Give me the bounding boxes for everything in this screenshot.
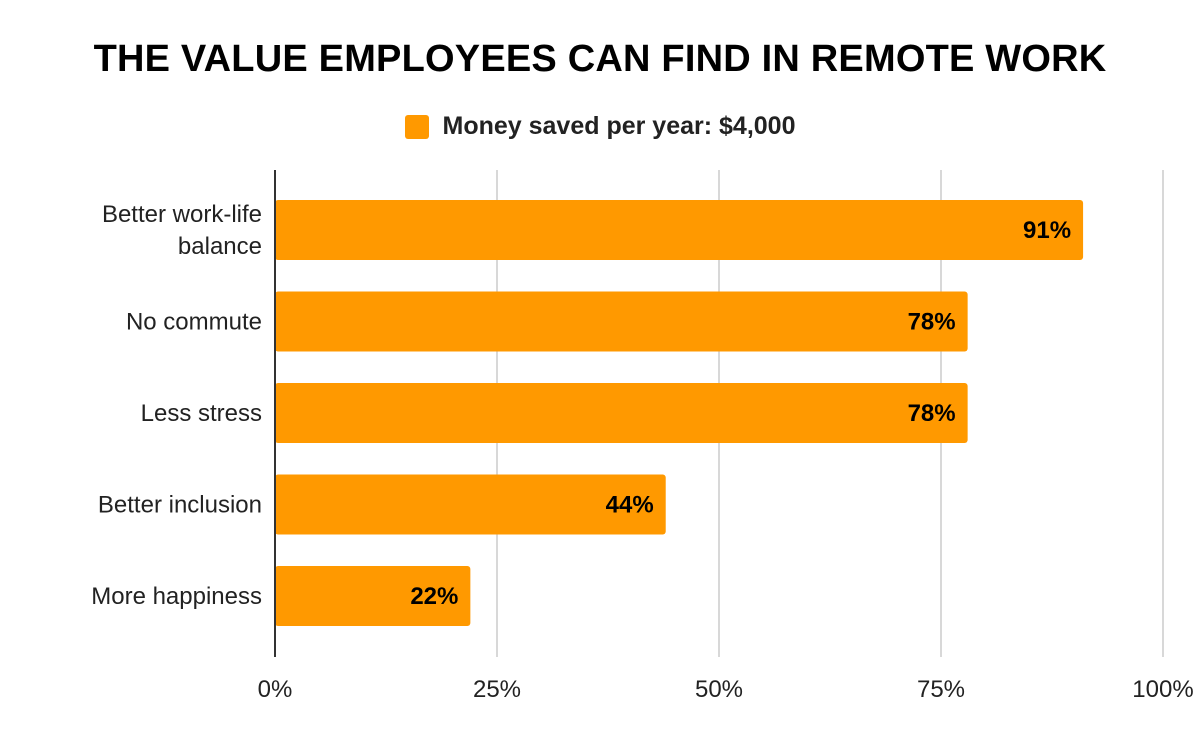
category-label: No commute [126, 309, 262, 336]
bar [275, 200, 1084, 260]
category-label: Better inclusion [98, 492, 262, 519]
bar [275, 566, 471, 626]
x-tick-label: 25% [473, 676, 521, 703]
x-tick-label: 100% [1132, 676, 1193, 703]
category-label: Better work-life [102, 201, 262, 228]
data-label: 91% [1023, 217, 1071, 244]
bar [275, 383, 968, 443]
data-label: 78% [908, 309, 956, 336]
category-label: More happiness [91, 583, 262, 610]
x-tick-label: 75% [917, 676, 965, 703]
data-label: 44% [606, 492, 654, 519]
legend: Money saved per year: $4,000 [0, 112, 1200, 141]
data-label: 22% [410, 583, 458, 610]
bar [275, 474, 666, 535]
legend-swatch [404, 114, 429, 139]
chart-title: THE VALUE EMPLOYEES CAN FIND IN REMOTE W… [93, 38, 1107, 80]
bar [275, 291, 968, 352]
category-label: Less stress [141, 400, 262, 427]
category-label: balance [178, 233, 262, 260]
data-label: 78% [908, 400, 956, 427]
legend-label: Money saved per year: $4,000 [442, 112, 796, 140]
x-tick-label: 0% [258, 676, 293, 703]
x-tick-label: 50% [695, 676, 743, 703]
